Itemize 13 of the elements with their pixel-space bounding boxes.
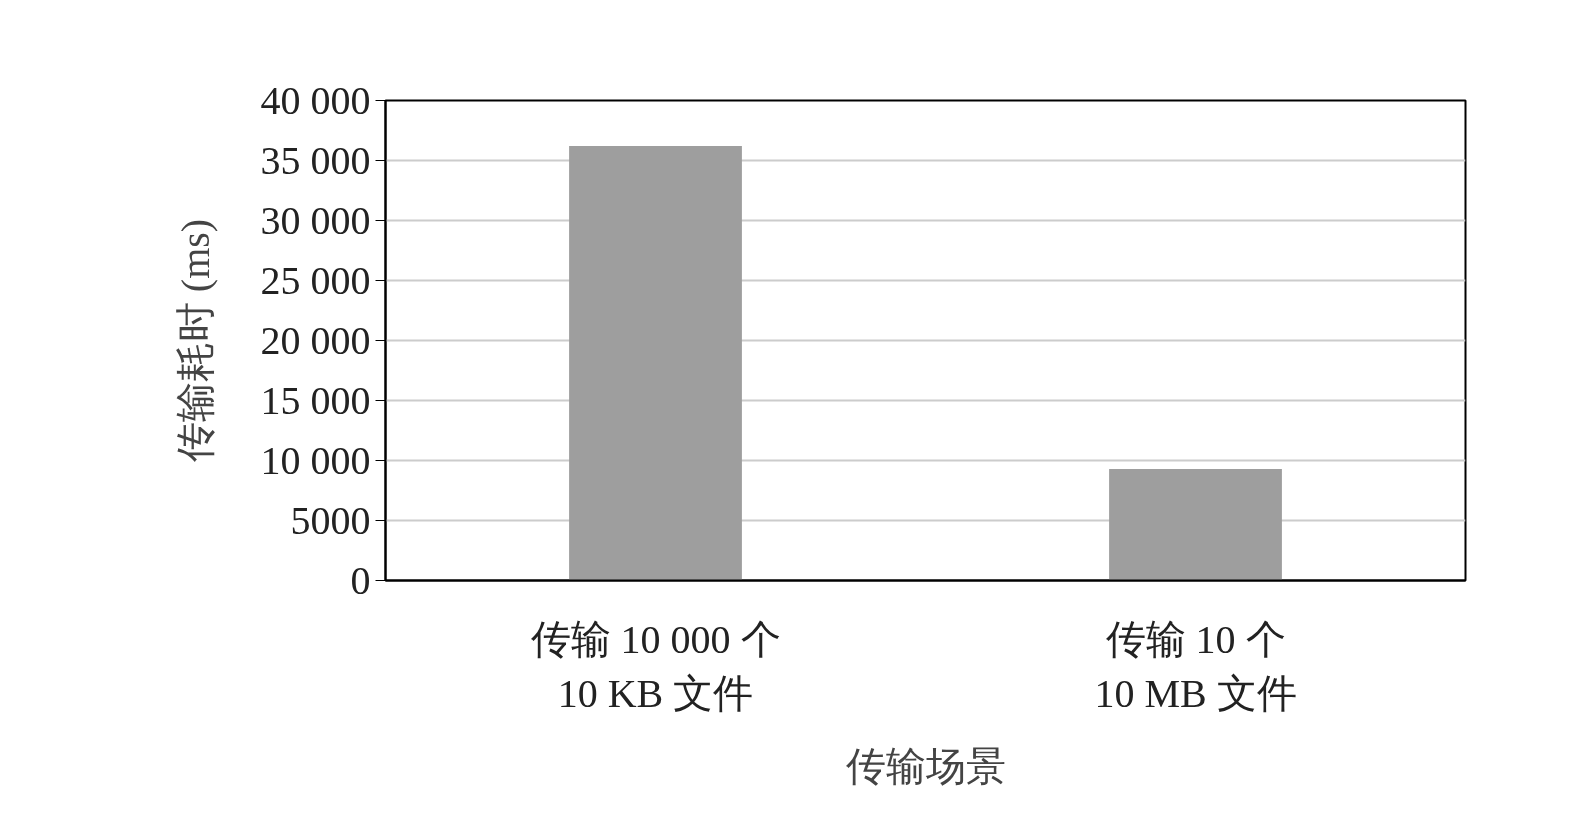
y-tick-label: 5000 bbox=[290, 498, 371, 543]
y-tick-label: 0 bbox=[350, 558, 371, 603]
y-tick-label: 15 000 bbox=[260, 378, 371, 423]
x-axis-title: 传输场景 bbox=[845, 743, 1006, 789]
y-tick-label: 40 000 bbox=[260, 78, 371, 123]
x-tick-label: 传输 10 个 10 MB 文件 bbox=[1094, 616, 1297, 716]
y-axis-title: 传输耗时 (ms) bbox=[172, 218, 218, 463]
y-tick-label: 35 000 bbox=[260, 138, 371, 183]
y-tick-label: 25 000 bbox=[260, 258, 371, 303]
x-tick-label: 传输 10 000 个 10 KB 文件 bbox=[530, 616, 781, 716]
y-tick-label: 10 000 bbox=[260, 438, 371, 483]
y-tick-label: 30 000 bbox=[260, 198, 371, 243]
y-tick-label: 20 000 bbox=[260, 318, 371, 363]
